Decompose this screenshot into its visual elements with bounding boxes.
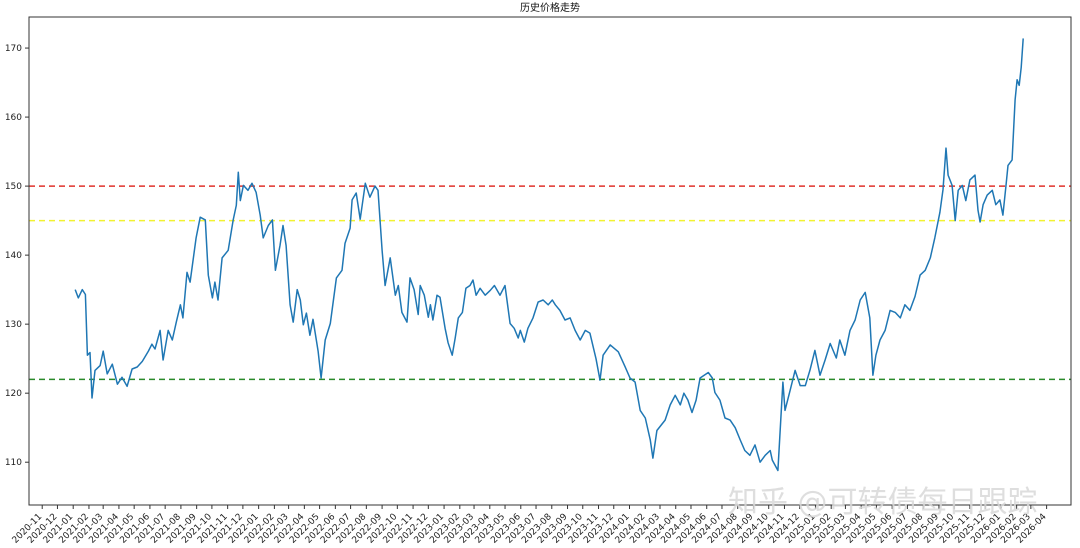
y-axis: 110 120 130 140 150 160 170: [5, 44, 29, 468]
price-line: [74, 38, 1024, 472]
y-tick-label: 160: [5, 113, 22, 123]
y-tick-label: 110: [5, 458, 22, 468]
y-tick-label: 140: [5, 251, 22, 261]
y-tick-label: 150: [5, 182, 22, 192]
plot-frame: [28, 16, 1072, 506]
y-tick-label: 130: [5, 320, 22, 330]
watermark: 知乎 @可转债每日跟踪: [728, 485, 1038, 520]
y-tick-label: 170: [5, 44, 22, 54]
chart-title: 历史价格走势: [520, 1, 580, 14]
y-tick-label: 120: [5, 389, 22, 399]
